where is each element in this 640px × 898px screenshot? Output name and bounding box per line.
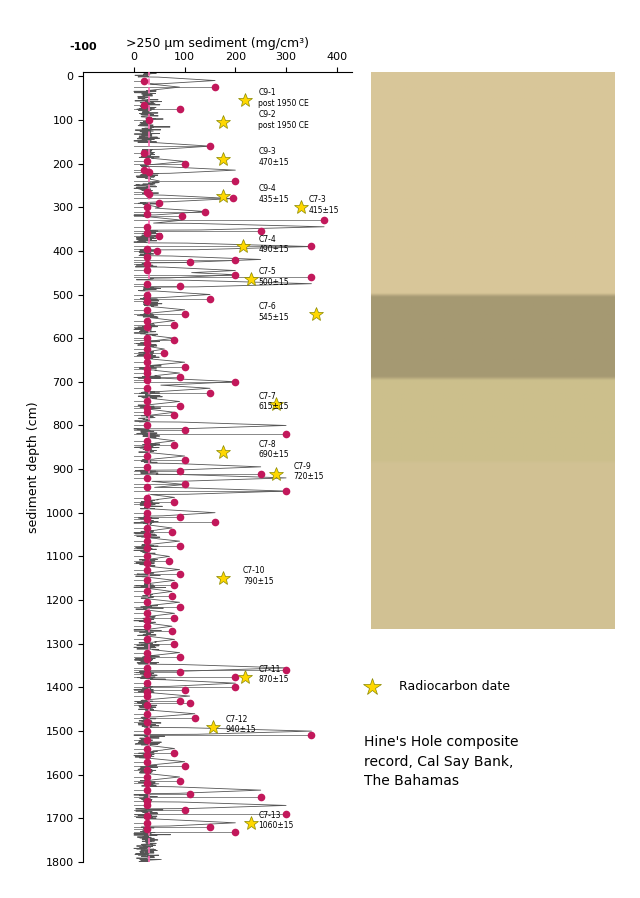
Title: >250 μm sediment (mg/cm³): >250 μm sediment (mg/cm³)	[126, 37, 309, 50]
Text: C7-6
545±15: C7-6 545±15	[258, 303, 289, 321]
Text: C7-12
940±15: C7-12 940±15	[225, 715, 256, 735]
Text: C9-1
post 1950 CE: C9-1 post 1950 CE	[258, 88, 309, 108]
Text: -100: -100	[69, 42, 97, 52]
Y-axis label: sediment depth (cm): sediment depth (cm)	[27, 401, 40, 533]
Text: C7-3
415±15: C7-3 415±15	[309, 195, 339, 215]
Text: Radiocarbon date: Radiocarbon date	[399, 681, 509, 693]
Text: C7-9
720±15: C7-9 720±15	[294, 462, 324, 481]
Text: C7-10
790±15: C7-10 790±15	[243, 567, 273, 585]
Text: Hine's Hole composite
record, Cal Say Bank,
The Bahamas: Hine's Hole composite record, Cal Say Ba…	[364, 735, 518, 788]
Text: C9-2
post 1950 CE: C9-2 post 1950 CE	[258, 110, 309, 129]
Text: C9-4
435±15: C9-4 435±15	[258, 184, 289, 204]
Text: C7-11
870±15: C7-11 870±15	[258, 665, 289, 684]
Text: C7-8
690±15: C7-8 690±15	[258, 440, 289, 459]
Text: C7-5
500±15: C7-5 500±15	[258, 268, 289, 286]
Text: C7-13
1060±15: C7-13 1060±15	[258, 811, 294, 831]
Text: C9-3
470±15: C9-3 470±15	[258, 147, 289, 167]
Text: C7-4
490±15: C7-4 490±15	[258, 234, 289, 254]
Text: C7-7
615±15: C7-7 615±15	[258, 392, 289, 411]
